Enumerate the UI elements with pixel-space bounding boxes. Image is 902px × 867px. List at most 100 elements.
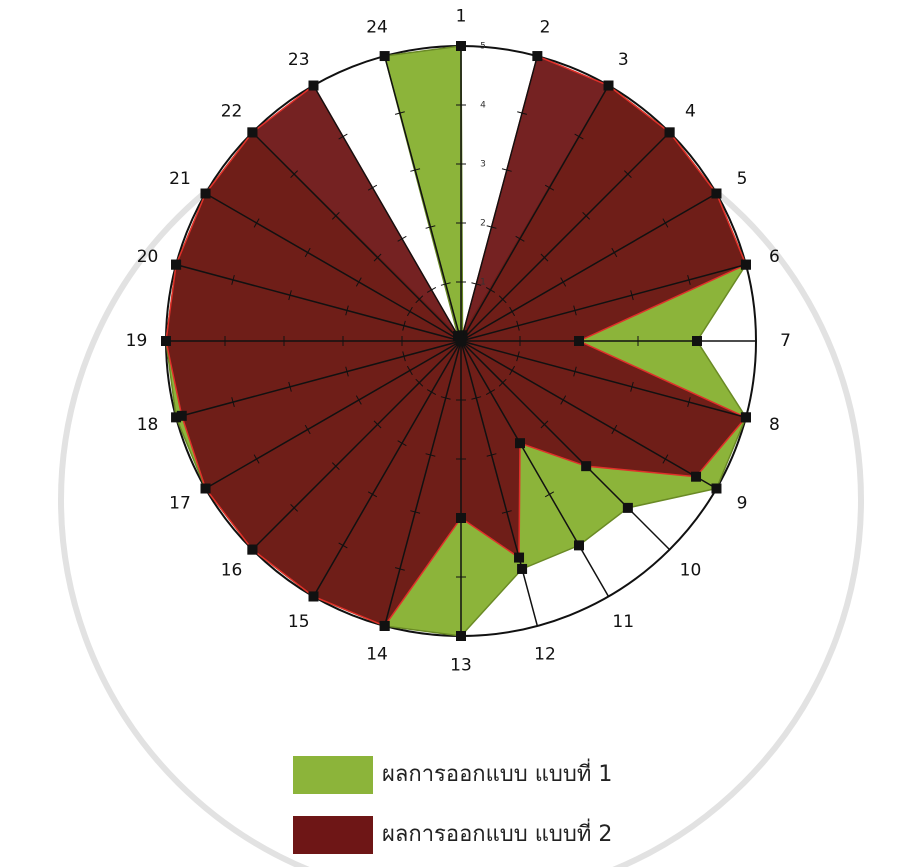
radial-tick-label: 5: [480, 42, 486, 52]
radial-tick: [426, 389, 437, 396]
radial-tick: [486, 225, 497, 229]
category-label: 22: [221, 102, 243, 122]
point-marker: [171, 412, 182, 423]
radial-tick-label: 2: [480, 219, 486, 229]
spoke: [460, 340, 539, 627]
radial-tick: [582, 211, 591, 220]
radial-tick: [501, 510, 512, 514]
radial-tick: [425, 225, 436, 229]
radial-tick: [355, 395, 362, 405]
category-label: 3: [618, 50, 629, 70]
spoke: [460, 340, 717, 490]
spoke: [460, 192, 717, 342]
point-marker: [603, 80, 614, 91]
point-marker: [574, 540, 584, 551]
radial-tick: [611, 247, 618, 258]
point-marker: [581, 461, 592, 472]
radial-tick: [532, 624, 543, 628]
spoke: [460, 340, 610, 597]
radial-tick: [406, 365, 413, 376]
radial-tick-label: 4: [480, 101, 486, 111]
radial-tick: [402, 351, 406, 362]
point-marker: [200, 188, 211, 199]
radial-tick: [515, 235, 525, 242]
legend-swatch: [293, 816, 373, 854]
radial-tick: [410, 168, 421, 172]
legend-label: ผลการออกแบบ แบบที่ 2: [382, 818, 612, 847]
point-marker: [740, 412, 751, 423]
radial-tick: [485, 389, 496, 396]
category-label: 7: [780, 331, 791, 351]
radial-tick: [560, 395, 567, 405]
legend-swatch: [293, 756, 373, 794]
radial-tick: [304, 247, 311, 258]
radial-tick-label: 1: [480, 278, 486, 288]
point-marker: [664, 127, 675, 138]
radial-tick: [687, 397, 691, 408]
category-label: 2: [540, 18, 551, 38]
point-marker: [247, 127, 258, 138]
point-marker: [171, 259, 182, 270]
point-marker: [379, 51, 390, 62]
radial-tick: [516, 320, 520, 331]
radial-tick: [509, 306, 516, 317]
radial-tick: [603, 593, 614, 600]
radial-tick: [498, 378, 507, 387]
category-label: 17: [169, 493, 191, 513]
radial-tick: [611, 424, 618, 435]
point-marker: [200, 483, 211, 494]
spoke: [460, 263, 747, 342]
point-marker: [515, 438, 525, 449]
spoke: [460, 340, 671, 551]
radial-tick: [253, 218, 260, 228]
category-label: 8: [769, 415, 780, 435]
radial-tick: [501, 168, 512, 172]
radial-tick: [410, 510, 421, 514]
category-label: 23: [288, 50, 310, 70]
radial-tick: [394, 567, 405, 571]
radial-tick: [288, 381, 292, 392]
radial-tick: [290, 503, 299, 512]
spoke: [460, 85, 610, 342]
point-marker: [532, 51, 543, 62]
category-label: 21: [169, 169, 191, 189]
point-marker: [308, 591, 319, 602]
radial-tick: [397, 440, 407, 447]
radial-tick: [486, 453, 497, 457]
category-label: 15: [288, 612, 310, 632]
category-label: 10: [680, 560, 702, 580]
radial-tick: [573, 305, 577, 316]
spoke: [460, 55, 539, 342]
radial-tick: [253, 454, 260, 464]
radial-tick: [426, 286, 437, 293]
radial-tick: [402, 320, 406, 331]
radial-tick: [373, 253, 382, 262]
spoke: [383, 340, 462, 627]
spoke: [251, 131, 462, 342]
point-marker: [711, 188, 722, 199]
radial-tick: [517, 111, 528, 115]
radial-tick: [630, 381, 634, 392]
point-marker: [453, 330, 464, 341]
category-label: 12: [534, 644, 556, 664]
radial-tick: [415, 378, 424, 387]
point-marker: [456, 336, 466, 346]
radial-tick: [471, 282, 482, 286]
radial-tick: [662, 218, 669, 228]
spoke: [205, 340, 462, 490]
point-marker: [176, 410, 187, 421]
point-marker: [247, 544, 258, 555]
spoke: [460, 131, 671, 342]
radial-tick: [338, 542, 348, 549]
radial-tick: [231, 274, 235, 285]
radial-tick: [331, 462, 340, 471]
radial-tick: [623, 170, 632, 179]
radial-tick: [288, 290, 292, 301]
radial-tick: [574, 133, 584, 140]
point-marker: [691, 471, 702, 482]
radial-tick: [440, 282, 451, 286]
point-marker: [740, 259, 751, 270]
category-label: 5: [737, 169, 748, 189]
